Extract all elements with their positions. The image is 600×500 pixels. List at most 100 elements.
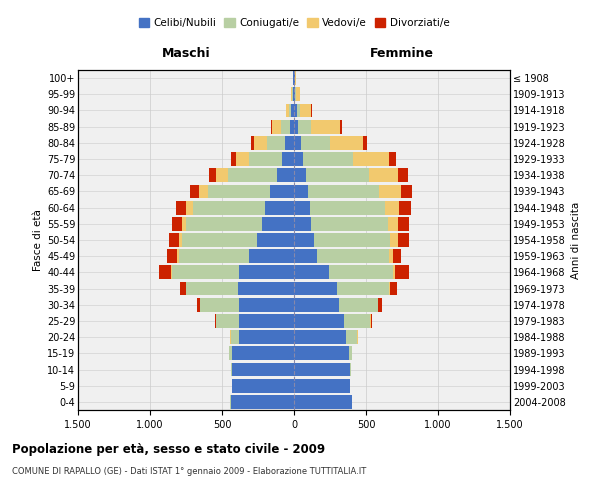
Bar: [239, 298, 294, 312]
Bar: [250, 250, 294, 263]
Bar: [171, 266, 172, 280]
Bar: [228, 168, 277, 182]
Bar: [344, 314, 370, 328]
Bar: [311, 217, 388, 230]
Bar: [308, 184, 379, 198]
Bar: [180, 282, 185, 296]
Y-axis label: Anni di nascita: Anni di nascita: [571, 202, 581, 278]
Bar: [388, 217, 398, 230]
Bar: [392, 250, 401, 263]
Bar: [232, 346, 294, 360]
Bar: [186, 282, 238, 296]
Bar: [295, 88, 296, 101]
Bar: [293, 88, 294, 101]
Bar: [292, 88, 293, 101]
Bar: [294, 88, 295, 101]
Bar: [232, 152, 236, 166]
Bar: [190, 184, 199, 198]
Bar: [199, 184, 208, 198]
Bar: [215, 314, 216, 328]
Bar: [277, 168, 294, 182]
Bar: [294, 298, 338, 312]
Bar: [266, 136, 286, 149]
Bar: [169, 233, 179, 247]
Bar: [250, 152, 283, 166]
Bar: [160, 266, 171, 280]
Bar: [401, 184, 412, 198]
Bar: [286, 104, 289, 118]
Bar: [294, 362, 350, 376]
Text: Popolazione per età, sesso e stato civile - 2009: Popolazione per età, sesso e stato civil…: [12, 442, 325, 456]
Bar: [193, 200, 265, 214]
Text: Femmine: Femmine: [370, 48, 434, 60]
Bar: [300, 104, 311, 118]
Bar: [291, 104, 294, 118]
Bar: [294, 233, 314, 247]
Bar: [317, 250, 389, 263]
Bar: [296, 88, 300, 101]
Bar: [294, 330, 346, 344]
Bar: [311, 104, 312, 118]
Bar: [236, 152, 250, 166]
Legend: Celibi/Nubili, Coniugati/e, Vedovi/e, Divorziati/e: Celibi/Nubili, Coniugati/e, Vedovi/e, Di…: [134, 14, 454, 32]
Bar: [329, 266, 394, 280]
Y-axis label: Fasce di età: Fasce di età: [32, 209, 43, 271]
Bar: [398, 168, 408, 182]
Bar: [294, 71, 295, 85]
Bar: [216, 168, 228, 182]
Bar: [179, 250, 250, 263]
Bar: [197, 298, 200, 312]
Bar: [167, 250, 178, 263]
Bar: [298, 120, 311, 134]
Bar: [295, 71, 296, 85]
Bar: [262, 217, 294, 230]
Bar: [272, 120, 281, 134]
Bar: [286, 136, 294, 149]
Bar: [349, 346, 352, 360]
Bar: [229, 346, 232, 360]
Bar: [389, 152, 396, 166]
Bar: [294, 379, 350, 392]
Bar: [294, 184, 308, 198]
Bar: [254, 136, 266, 149]
Bar: [251, 136, 254, 149]
Bar: [302, 152, 353, 166]
Bar: [301, 136, 330, 149]
Bar: [379, 184, 401, 198]
Bar: [340, 120, 342, 134]
Bar: [289, 104, 291, 118]
Bar: [216, 314, 239, 328]
Bar: [294, 217, 311, 230]
Bar: [294, 282, 337, 296]
Bar: [294, 250, 317, 263]
Bar: [346, 330, 358, 344]
Bar: [369, 168, 398, 182]
Bar: [338, 298, 377, 312]
Bar: [232, 362, 294, 376]
Bar: [294, 395, 352, 409]
Bar: [390, 282, 397, 296]
Bar: [395, 266, 409, 280]
Bar: [378, 298, 382, 312]
Bar: [239, 330, 294, 344]
Bar: [182, 217, 186, 230]
Text: COMUNE DI RAPALLO (GE) - Dati ISTAT 1° gennaio 2009 - Elaborazione TUTTITALIA.IT: COMUNE DI RAPALLO (GE) - Dati ISTAT 1° g…: [12, 468, 366, 476]
Bar: [271, 120, 272, 134]
Bar: [353, 152, 389, 166]
Bar: [398, 217, 409, 230]
Text: Maschi: Maschi: [161, 48, 211, 60]
Bar: [389, 250, 392, 263]
Bar: [172, 266, 239, 280]
Bar: [257, 233, 294, 247]
Bar: [230, 330, 239, 344]
Bar: [186, 217, 262, 230]
Bar: [297, 104, 300, 118]
Bar: [350, 362, 351, 376]
Bar: [179, 233, 182, 247]
Bar: [239, 314, 294, 328]
Bar: [291, 88, 292, 101]
Bar: [330, 136, 363, 149]
Bar: [230, 395, 294, 409]
Bar: [208, 184, 269, 198]
Bar: [391, 233, 398, 247]
